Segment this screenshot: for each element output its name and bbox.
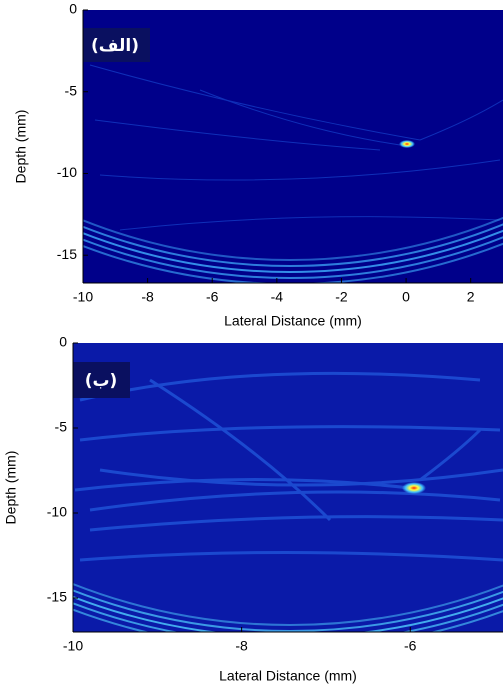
x-tick-label: -6 <box>404 638 417 654</box>
image-panel <box>83 10 503 283</box>
x-axis-label: Lateral Distance (mm) <box>219 668 357 684</box>
y-tick-label: -10 <box>57 164 77 180</box>
y-tick-label: 0 <box>69 1 77 17</box>
y-axis-label: Depth (mm) <box>3 451 19 525</box>
x-tick-label: -6 <box>206 289 219 305</box>
image-panel <box>73 343 503 632</box>
y-tick-label: -5 <box>65 82 78 98</box>
x-tick-label: -10 <box>63 638 83 654</box>
x-tick-label: -8 <box>235 638 248 654</box>
panel-label: (الف) <box>91 36 139 56</box>
y-tick-label: -15 <box>47 589 67 605</box>
y-tick-label: -10 <box>47 504 67 520</box>
x-tick-label: 2 <box>467 289 475 305</box>
y-tick-label: -5 <box>55 419 68 435</box>
x-tick-label: -2 <box>335 289 348 305</box>
panel-label: (ب) <box>85 371 118 391</box>
x-tick-label: -10 <box>73 289 93 305</box>
x-axis-label: Lateral Distance (mm) <box>224 313 362 329</box>
y-tick-label: 0 <box>59 334 67 350</box>
x-tick-label: -8 <box>141 289 154 305</box>
y-tick-label: -15 <box>57 246 77 262</box>
x-tick-label: -4 <box>271 289 284 305</box>
x-tick-label: 0 <box>402 289 410 305</box>
y-axis-label: Depth (mm) <box>13 110 29 184</box>
